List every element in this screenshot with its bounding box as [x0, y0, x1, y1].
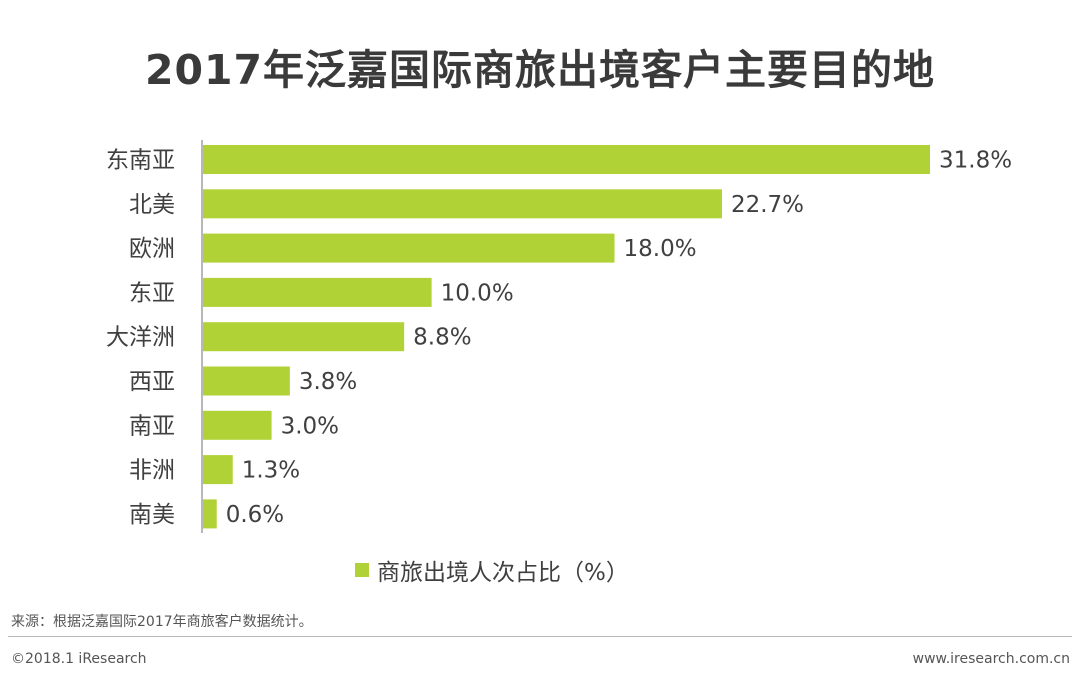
value-label: 0.6%	[226, 502, 284, 528]
value-label: 18.0%	[624, 236, 697, 262]
copyright: ©2018.1 iResearch	[11, 651, 147, 667]
bar-7	[203, 455, 233, 485]
value-label: 3.0%	[281, 413, 339, 439]
category-label: 南亚	[129, 413, 175, 439]
website-link[interactable]: www.iresearch.com.cn	[912, 651, 1070, 667]
bar-1	[203, 189, 722, 219]
bar-4	[203, 322, 405, 352]
bar-8	[203, 499, 217, 529]
source-note: 来源：根据泛嘉国际2017年商旅客户数据统计。	[11, 614, 313, 630]
value-label: 31.8%	[939, 148, 1012, 174]
category-label: 大洋洲	[106, 325, 175, 351]
bar-2	[203, 233, 615, 263]
value-label: 1.3%	[242, 458, 300, 484]
chart-title: 2017年泛嘉国际商旅出境客户主要目的地	[144, 46, 936, 94]
category-label: 东亚	[129, 280, 175, 306]
category-label: 南美	[129, 502, 175, 528]
value-label: 22.7%	[731, 192, 804, 218]
bar-3	[203, 277, 432, 307]
value-label: 8.8%	[413, 325, 471, 351]
category-label: 北美	[129, 192, 175, 218]
footer-divider	[8, 636, 1072, 637]
value-label: 3.8%	[299, 369, 357, 395]
value-label: 10.0%	[441, 280, 514, 306]
legend-swatch	[355, 563, 369, 577]
category-label: 欧洲	[129, 236, 175, 262]
legend-label: 商旅出境人次占比（%）	[377, 560, 629, 586]
bar-6	[203, 410, 272, 440]
bar-5	[203, 366, 290, 396]
bar-0	[203, 145, 930, 174]
category-label: 西亚	[129, 369, 175, 395]
category-label: 非洲	[129, 458, 175, 484]
category-label: 东南亚	[106, 148, 175, 174]
legend: 商旅出境人次占比（%）	[355, 553, 629, 587]
